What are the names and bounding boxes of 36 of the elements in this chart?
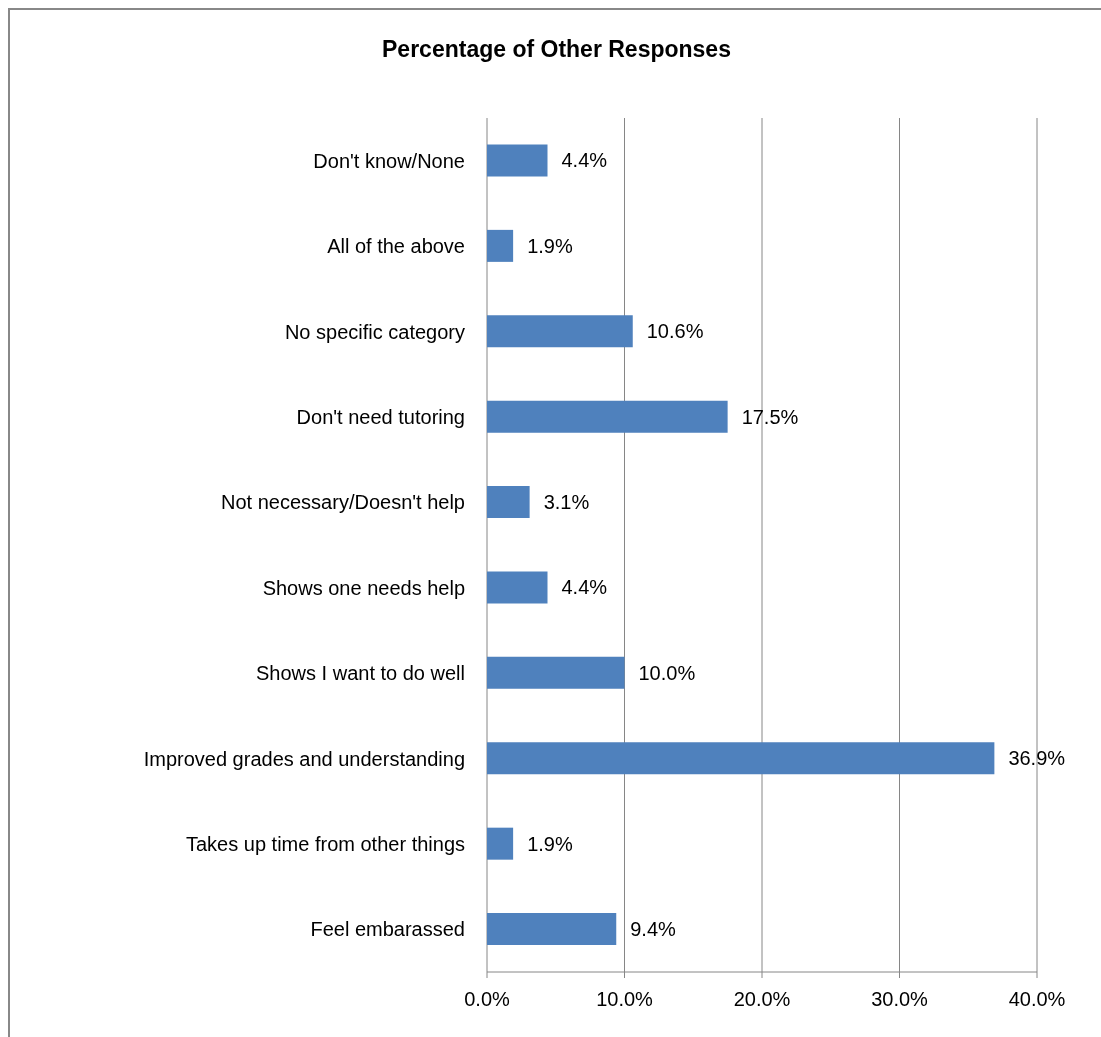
y-tick-label: All of the above [327, 235, 465, 258]
y-tick-label: Don't know/None [313, 149, 465, 172]
bar [487, 315, 633, 348]
bar [487, 656, 625, 689]
bar [487, 742, 995, 775]
y-tick-label: Shows I want to do well [256, 662, 465, 685]
data-label: 1.9% [527, 832, 573, 855]
bar [487, 486, 530, 519]
data-label: 9.4% [630, 918, 677, 941]
data-label: 36.9% [1008, 747, 1066, 770]
bar [487, 913, 617, 946]
chart-title: Percentage of Other Responses [381, 36, 732, 63]
x-tick-label: 40.0% [1008, 988, 1066, 1011]
y-tick-label: Shows one needs help [262, 576, 465, 599]
bar [487, 400, 728, 433]
bar [487, 571, 548, 604]
data-label: 10.0% [638, 661, 696, 684]
data-label: 1.9% [527, 234, 573, 257]
data-label: 3.1% [543, 491, 590, 514]
x-tick-label: 0.0% [464, 988, 511, 1011]
data-label: 17.5% [741, 405, 799, 428]
bar [487, 827, 514, 860]
x-tick-label: 20.0% [733, 988, 791, 1011]
y-tick-label: Not necessary/Doesn't help [221, 491, 465, 514]
bar [487, 229, 514, 262]
y-tick-label: Takes up time from other things [185, 833, 465, 855]
y-tick-label: Feel embarassed [310, 918, 465, 941]
y-tick-label: Don't need tutoring [296, 406, 465, 428]
x-tick-label: 30.0% [871, 988, 929, 1011]
data-label: 10.6% [646, 320, 704, 343]
y-tick-label: Improved grades and understanding [143, 747, 465, 770]
data-label: 4.4% [561, 576, 608, 599]
bar [487, 144, 548, 177]
data-label: 4.4% [561, 149, 608, 172]
y-tick-label: No specific category [284, 320, 465, 343]
x-tick-label: 10.0% [596, 988, 654, 1011]
